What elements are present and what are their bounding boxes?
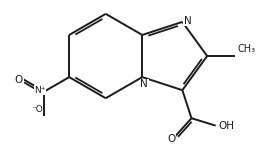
Text: OH: OH <box>218 121 234 131</box>
Text: ⁻O: ⁻O <box>31 105 43 114</box>
Text: N: N <box>183 16 191 26</box>
Text: N: N <box>141 79 148 89</box>
Text: CH₃: CH₃ <box>237 44 255 54</box>
Text: O: O <box>167 134 176 144</box>
Text: O: O <box>15 75 23 85</box>
Text: N⁺: N⁺ <box>34 86 46 95</box>
